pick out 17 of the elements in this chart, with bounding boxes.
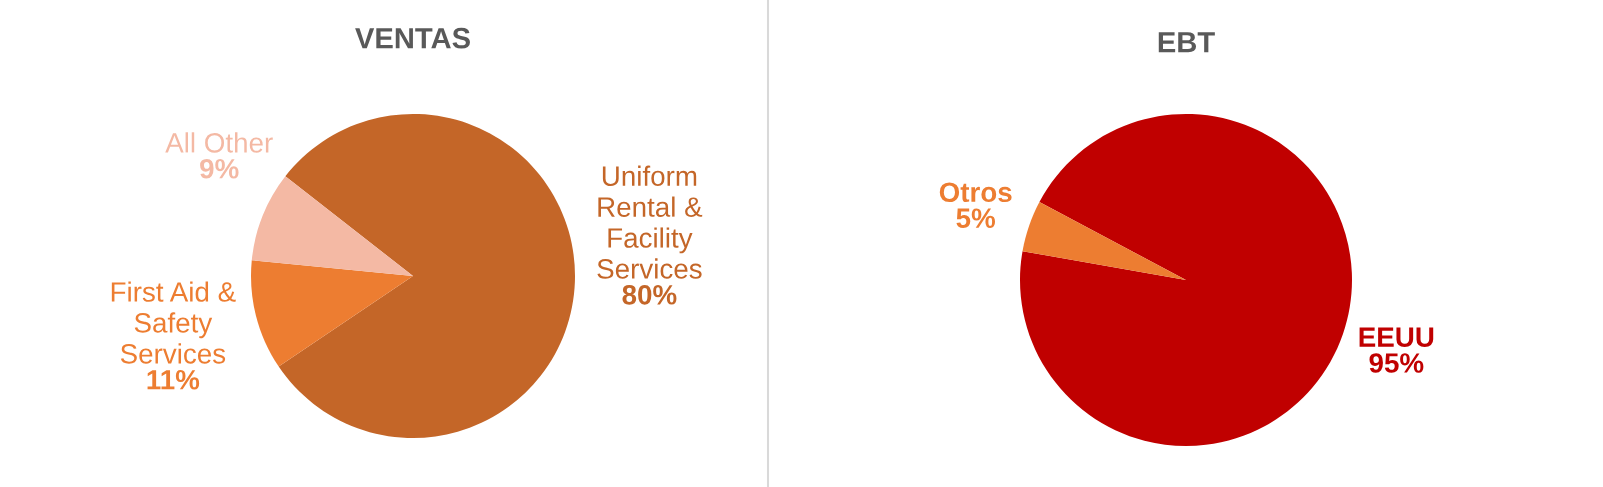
pie-slice [1022, 202, 1186, 280]
data-label: 11% [147, 369, 200, 390]
slice-label: Uniform Rental & Facility Services [597, 165, 703, 279]
pie-slice [278, 114, 575, 438]
slice-label: EEUU [1359, 327, 1434, 347]
chart-title: EBT [1158, 32, 1215, 53]
chart-title: VENTAS [355, 27, 470, 49]
data-label: 9% [200, 158, 239, 179]
slice-label: First Aid & Safety Services [111, 281, 236, 364]
data-label: 5% [956, 208, 996, 228]
pie-slice [251, 260, 413, 367]
pie-slice [1020, 114, 1352, 446]
slice-label: Otros [939, 182, 1012, 203]
data-label: 95% [1369, 353, 1424, 373]
pie-slice [251, 176, 413, 276]
data-label: 80% [622, 284, 677, 305]
slice-label: All Other [165, 132, 273, 153]
